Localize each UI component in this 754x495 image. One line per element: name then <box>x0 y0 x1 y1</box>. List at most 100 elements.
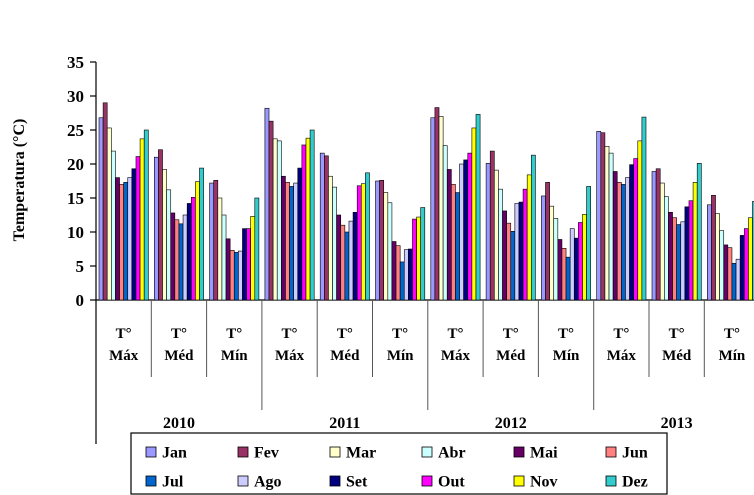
bar <box>582 214 587 301</box>
category-label: T° <box>337 326 353 342</box>
bar <box>360 183 366 301</box>
bar <box>225 238 231 301</box>
bar <box>127 177 133 301</box>
bar <box>719 230 725 301</box>
bar <box>154 156 159 301</box>
category-label: Méd <box>330 348 360 364</box>
bar <box>106 127 112 301</box>
legend-label: Dez <box>622 474 648 491</box>
category-label: Máx <box>109 348 139 364</box>
legend-label: Set <box>346 474 368 491</box>
bar <box>387 202 393 301</box>
legend-label: Nov <box>530 474 558 491</box>
bar <box>463 159 469 301</box>
bar <box>111 150 116 301</box>
bar <box>489 150 495 301</box>
legend-swatch <box>329 446 341 458</box>
y-tick-label: 0 <box>76 291 85 310</box>
bar <box>199 167 204 301</box>
bar <box>131 168 137 301</box>
bar <box>403 249 409 301</box>
bar <box>518 201 524 301</box>
bar <box>502 210 507 301</box>
bar <box>586 186 592 301</box>
y-tick-label: 10 <box>67 223 84 242</box>
legend-label: Fev <box>254 445 279 462</box>
bar <box>545 182 550 301</box>
bar <box>498 188 503 301</box>
bar <box>254 197 260 301</box>
bar <box>238 250 243 301</box>
year-label: 2013 <box>661 415 693 432</box>
bar <box>455 192 460 301</box>
legend-swatch <box>237 446 249 458</box>
bar <box>672 217 677 301</box>
bar <box>174 219 180 301</box>
bar <box>743 228 749 301</box>
bar <box>375 180 380 301</box>
bar <box>242 228 247 301</box>
bar <box>356 185 362 301</box>
y-tick-label: 25 <box>67 121 84 140</box>
bar <box>569 228 575 301</box>
bar <box>688 200 694 301</box>
bar <box>471 127 477 301</box>
bar <box>659 182 665 301</box>
bar <box>158 149 163 301</box>
bar <box>190 197 196 301</box>
bar <box>442 145 448 301</box>
bar <box>526 174 532 301</box>
category-label: Mín <box>553 348 580 364</box>
y-tick-label: 5 <box>76 257 85 276</box>
bar <box>135 156 141 301</box>
bar <box>557 239 563 301</box>
y-tick-label: 35 <box>67 53 84 72</box>
bar <box>553 218 559 301</box>
bar <box>651 171 657 301</box>
legend-swatch <box>513 446 525 458</box>
category-label: Máx <box>441 348 471 364</box>
bar <box>98 117 104 301</box>
bar <box>541 195 546 301</box>
y-tick-label: 30 <box>67 87 84 106</box>
bar <box>250 216 256 301</box>
legend-swatch <box>605 446 617 458</box>
legend-box <box>130 432 668 495</box>
category-label: Mín <box>221 348 248 364</box>
bar <box>365 172 370 301</box>
bar <box>195 181 200 301</box>
bar <box>731 262 737 301</box>
bar <box>608 152 614 301</box>
bar <box>281 175 286 301</box>
bar <box>229 250 235 301</box>
bar <box>514 203 520 301</box>
bar <box>676 224 682 301</box>
bar <box>399 261 405 301</box>
bar <box>102 102 108 301</box>
bar <box>115 177 120 301</box>
bar <box>604 146 610 301</box>
bar <box>578 222 583 301</box>
bar <box>485 163 491 301</box>
bar <box>408 248 413 301</box>
bar <box>412 218 417 301</box>
bar <box>324 155 329 301</box>
bar <box>336 214 342 301</box>
legend-swatch <box>145 446 157 458</box>
bar <box>264 107 270 301</box>
year-label: 2012 <box>495 415 527 432</box>
bar <box>143 129 149 301</box>
legend-swatch <box>145 475 157 487</box>
legend-label: Out <box>438 474 465 491</box>
year-label: 2010 <box>163 415 195 432</box>
bar <box>182 214 188 301</box>
bar <box>596 131 602 301</box>
bar <box>616 182 622 301</box>
bar <box>715 213 720 301</box>
category-label: T° <box>447 326 463 342</box>
category-label: Méd <box>164 348 194 364</box>
bar <box>178 223 184 301</box>
bar <box>573 237 579 301</box>
category-label: T° <box>392 326 408 342</box>
bar <box>170 212 176 301</box>
